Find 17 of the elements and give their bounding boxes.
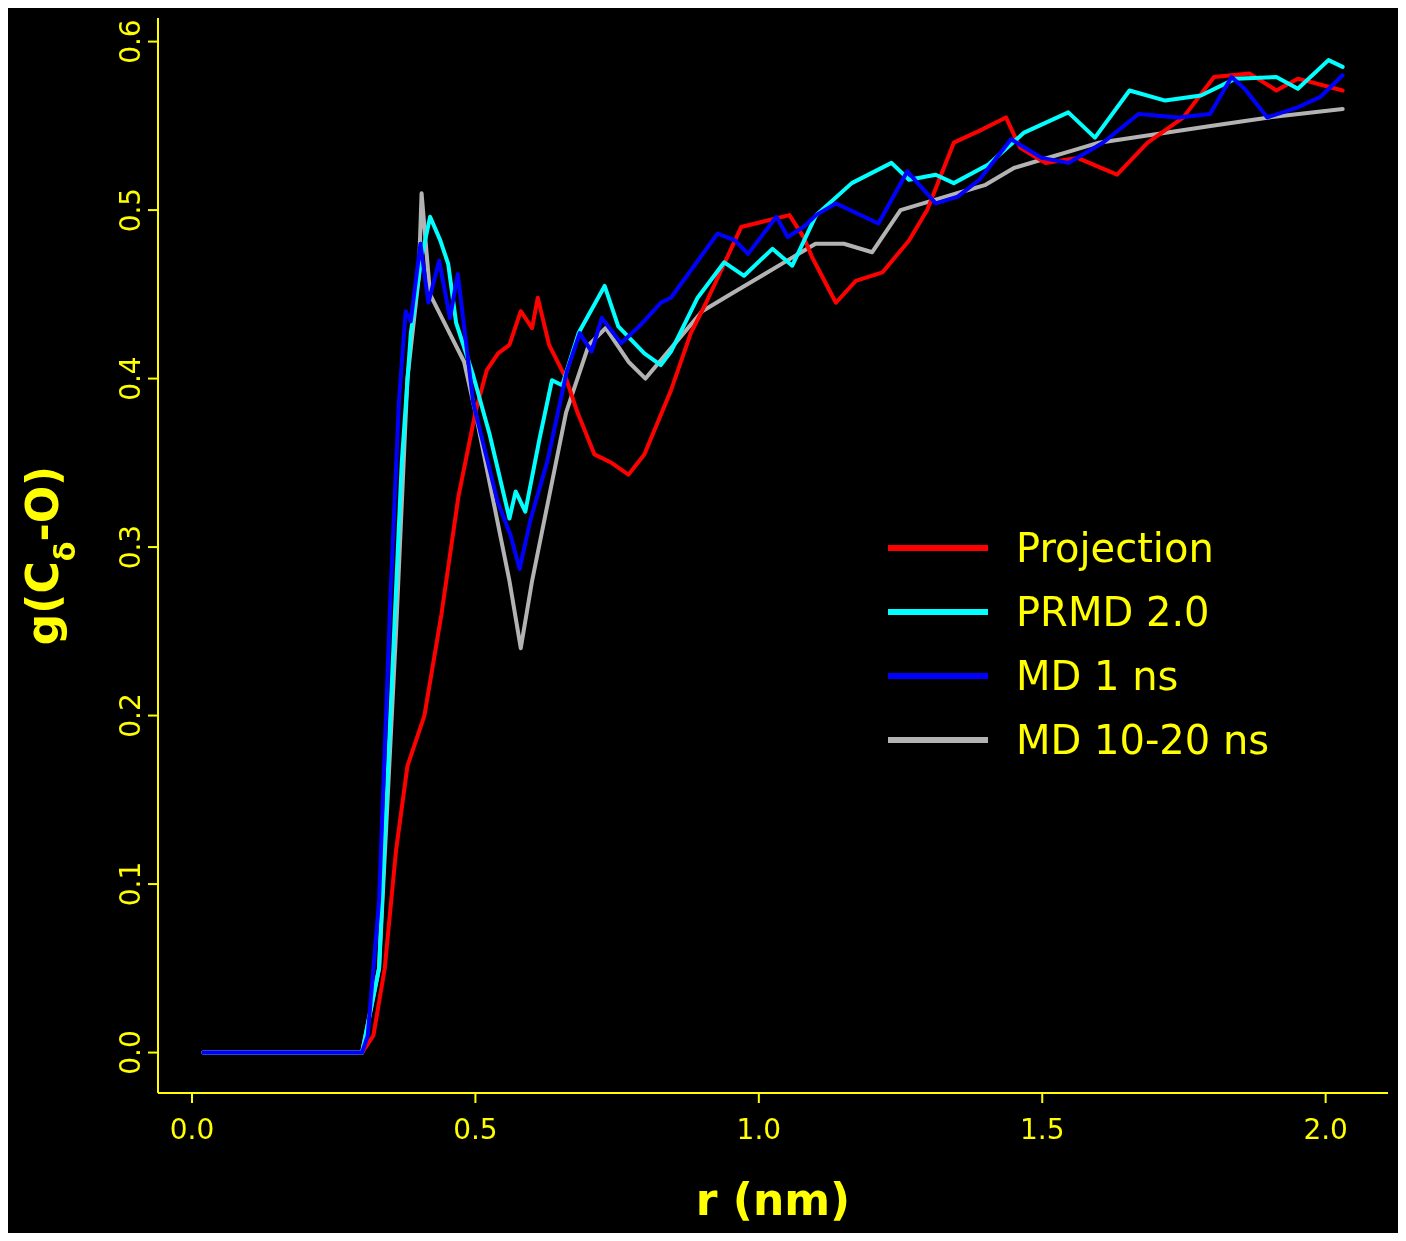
legend-label: MD 1 ns xyxy=(1016,652,1179,701)
y-tick-label: 0.1 xyxy=(114,861,147,907)
legend-label: Projection xyxy=(1016,524,1214,573)
y-tick-label: 0.5 xyxy=(114,187,147,233)
y-tick-label: 0.6 xyxy=(114,19,147,64)
x-tick-label: 1.0 xyxy=(736,1113,782,1146)
x-tick-label: 0.5 xyxy=(453,1113,498,1146)
legend-label: PRMD 2.0 xyxy=(1016,588,1210,637)
y-tick-label: 0.2 xyxy=(114,693,147,738)
y-tick-label: 0.4 xyxy=(114,356,147,401)
x-tick-label: 0.0 xyxy=(169,1113,215,1146)
x-axis-title: r (nm) xyxy=(695,1174,851,1225)
x-tick-label: 2.0 xyxy=(1303,1113,1348,1146)
x-tick-label: 1.5 xyxy=(1019,1113,1065,1146)
y-tick-label: 0.0 xyxy=(114,1030,147,1075)
legend-label: MD 10-20 ns xyxy=(1016,716,1270,765)
y-tick-label: 0.3 xyxy=(114,524,147,570)
